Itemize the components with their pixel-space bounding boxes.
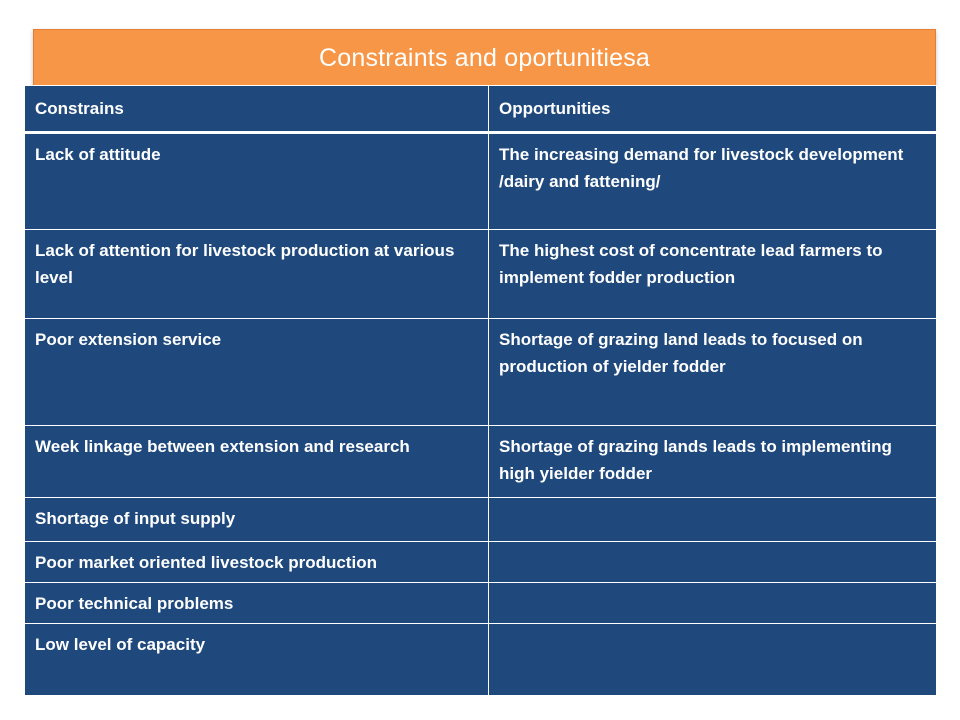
constraint-cell: Poor extension service <box>24 318 489 426</box>
header-constrains: Constrains <box>24 85 489 134</box>
table-row: Shortage of input supply <box>24 497 937 542</box>
table-row: Week linkage between extension and resea… <box>24 425 937 498</box>
opportunity-cell: The increasing demand for livestock deve… <box>488 132 937 230</box>
constraint-cell: Poor technical problems <box>24 582 489 624</box>
table-row: Lack of attention for livestock producti… <box>24 229 937 319</box>
slide-title: Constraints and oportunitiesa <box>319 43 650 72</box>
constraint-cell: Low level of capacity <box>24 623 489 696</box>
constraints-opportunities-table: Constrains Opportunities Lack of attitud… <box>24 85 937 696</box>
table-row: Poor market oriented livestock productio… <box>24 541 937 583</box>
opportunity-cell: The highest cost of concentrate lead far… <box>488 229 937 319</box>
opportunity-cell: Shortage of grazing land leads to focuse… <box>488 318 937 426</box>
constraint-cell: Shortage of input supply <box>24 497 489 542</box>
title-bar: Constraints and oportunitiesa <box>33 29 936 87</box>
opportunity-cell <box>488 623 937 696</box>
opportunity-cell <box>488 497 937 542</box>
opportunity-cell <box>488 582 937 624</box>
opportunity-cell: Shortage of grazing lands leads to imple… <box>488 425 937 498</box>
constraint-cell: Lack of attitude <box>24 132 489 230</box>
table-header-row: Constrains Opportunities <box>24 85 937 134</box>
table-row: Lack of attitude The increasing demand f… <box>24 132 937 230</box>
constraint-cell: Week linkage between extension and resea… <box>24 425 489 498</box>
table-row: Poor extension service Shortage of grazi… <box>24 318 937 426</box>
table-row: Low level of capacity <box>24 623 937 696</box>
table-row: Poor technical problems <box>24 582 937 624</box>
header-opportunities: Opportunities <box>488 85 937 134</box>
opportunity-cell <box>488 541 937 583</box>
constraint-cell: Lack of attention for livestock producti… <box>24 229 489 319</box>
constraint-cell: Poor market oriented livestock productio… <box>24 541 489 583</box>
